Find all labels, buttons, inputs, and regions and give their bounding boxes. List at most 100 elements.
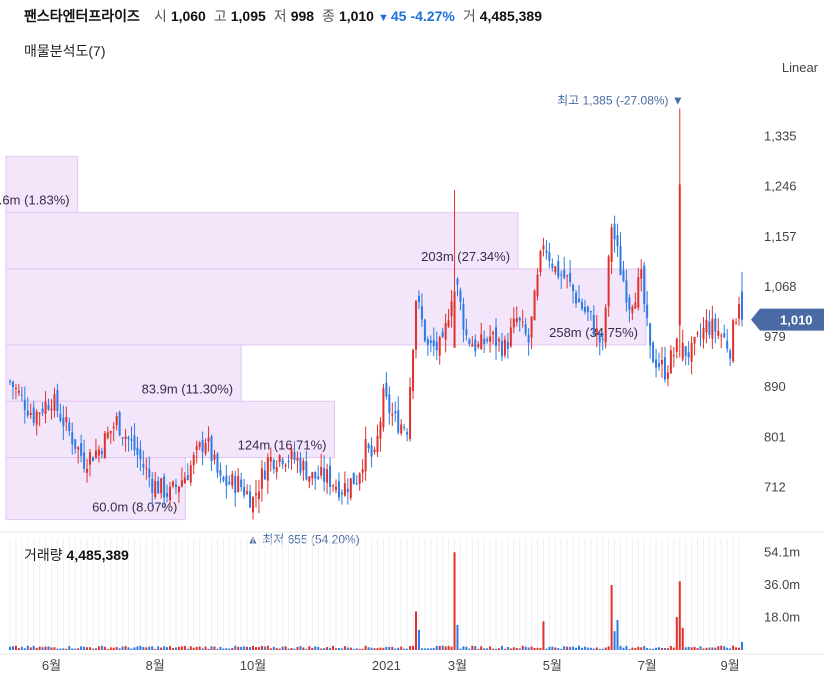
volume-bar (406, 648, 409, 650)
volume-bar (521, 645, 524, 650)
volume-profile-label: 83.9m (11.30%) (142, 381, 234, 396)
candle-body (492, 332, 495, 335)
volume-bar (41, 647, 44, 650)
volume-bar (435, 645, 438, 650)
candle-body (583, 307, 586, 312)
candle-body (154, 481, 157, 497)
volume-bar (91, 648, 94, 650)
volume-panel-value: 4,485,389 (66, 547, 129, 563)
candle-body (658, 363, 661, 367)
candle-body (166, 492, 169, 497)
candle-body (738, 304, 741, 319)
volume-bar (566, 646, 569, 650)
candle-body (735, 322, 738, 324)
candle-body (426, 339, 429, 345)
candle-body (80, 443, 83, 456)
volume-bar (592, 648, 595, 650)
candle-body (26, 410, 29, 416)
volume-bar (518, 648, 521, 650)
volume-bar (361, 648, 364, 650)
volume-bar (444, 646, 447, 650)
volume-bar (385, 646, 388, 650)
candle-body (551, 263, 554, 268)
candle-body (296, 457, 299, 461)
volume-bar (394, 648, 397, 650)
volume-bar (415, 611, 418, 650)
candle-body (637, 277, 640, 308)
candle-body (216, 453, 219, 473)
candle-body (266, 457, 269, 481)
volume-bar (397, 647, 400, 650)
candle-body (592, 314, 595, 335)
volume-bar (429, 648, 432, 650)
candle-body (183, 477, 186, 484)
volume-bar (142, 646, 145, 650)
volume-bar (192, 647, 195, 650)
volume-bar (503, 648, 506, 650)
volume-bar (572, 646, 575, 650)
volume-bar (340, 648, 343, 650)
volume-bar (115, 647, 118, 650)
candle-body (56, 390, 59, 412)
candle-body (91, 457, 94, 462)
price-tick-label: 1,335 (764, 129, 797, 144)
candle-body (533, 290, 536, 321)
volume-bar (23, 648, 26, 650)
candle-body (278, 455, 281, 463)
volume-bar (127, 647, 130, 650)
volume-bar (699, 646, 702, 650)
candle-body (714, 318, 717, 332)
volume-bar (183, 645, 186, 650)
x-tick-label: 6월 (42, 658, 61, 673)
volume-bar (228, 648, 231, 650)
candle-body (669, 350, 672, 374)
low-value: 998 (290, 8, 315, 24)
candle-body (171, 481, 174, 487)
volume-bar (163, 646, 166, 650)
candle-body (495, 327, 498, 347)
volume-bar (65, 648, 68, 650)
volume-bar (166, 647, 169, 650)
volume-bar (109, 647, 112, 650)
volume-panel-title: 거래량 4,485,389 (24, 545, 129, 565)
candle-body (483, 338, 486, 344)
candle-body (174, 484, 177, 488)
candle-body (32, 407, 35, 423)
volume-bar (551, 646, 554, 650)
candle-body (438, 336, 441, 356)
volume-bar (281, 646, 284, 650)
candle-body (646, 304, 649, 318)
volume-bar (554, 647, 557, 650)
candle-body (521, 321, 524, 323)
change-percent: -4.27% (410, 8, 455, 24)
volume-bar (180, 646, 183, 650)
candle-body (539, 250, 542, 272)
indicator-title[interactable]: 매물분석도(7) (24, 43, 106, 59)
candle-body (71, 432, 74, 445)
volume-bar (320, 648, 323, 650)
volume-bar (735, 647, 738, 650)
volume-bar (631, 647, 634, 650)
volume-bar (296, 646, 299, 650)
volume-bar (287, 648, 290, 650)
candle-body (554, 266, 557, 272)
candle-body (234, 475, 237, 494)
candle-body (243, 486, 246, 496)
price-tick-label: 1,246 (764, 179, 797, 194)
volume-bar (678, 581, 681, 650)
candle-body (391, 413, 394, 416)
volume-bar (489, 646, 492, 650)
volume-bar (441, 645, 444, 650)
volume-bar (649, 648, 652, 650)
candle-body (17, 390, 20, 393)
candle-body (450, 301, 453, 317)
high-marker: 최고 1,385 (-27.08%) ▼ (557, 93, 684, 107)
volume-bar (610, 584, 613, 650)
candle-body (720, 335, 723, 337)
volume-bar (317, 646, 320, 650)
volume-bar (468, 648, 471, 650)
volume-bar (260, 645, 263, 650)
volume-bar (195, 646, 198, 650)
scale-toggle[interactable]: Linear (781, 60, 818, 75)
